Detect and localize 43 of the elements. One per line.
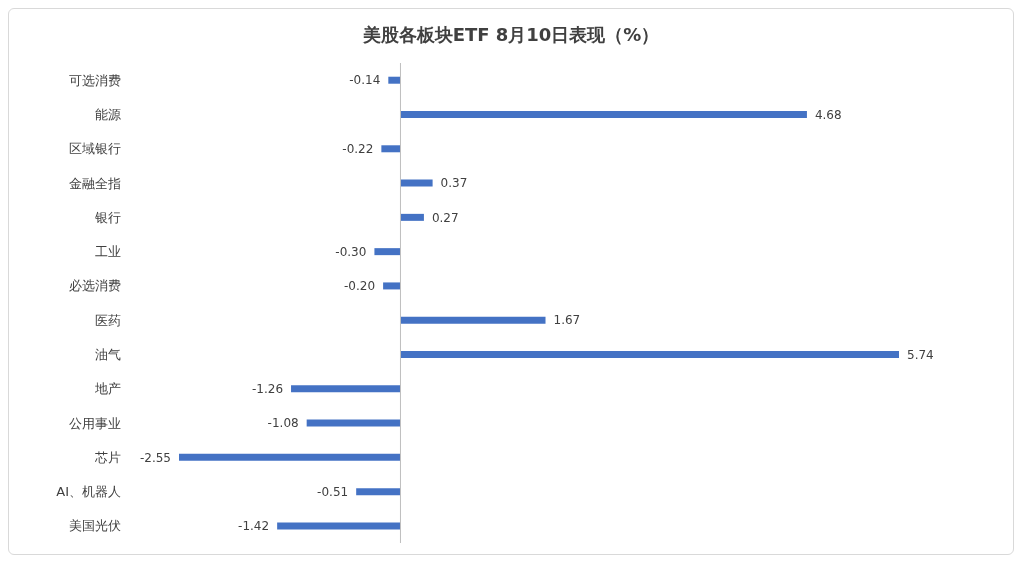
y-tick-label: 银行 [94,209,121,225]
data-label: 0.37 [440,176,468,191]
bar [400,213,424,221]
data-label: -2.55 [139,450,171,465]
bar [356,488,401,496]
data-label: -1.26 [251,381,284,396]
y-tick-label: 能源 [95,107,121,123]
y-tick-label: 公用事业 [69,415,121,431]
data-label: -0.22 [342,141,374,156]
y-tick-label: 芯片 [94,449,121,465]
y-tick-label: 美国光伏 [69,518,121,534]
y-tick-label: 地产 [94,381,121,397]
bar [291,385,401,393]
y-tick-label: 必选消费 [69,278,121,294]
data-label: 0.27 [431,210,459,225]
bar [381,145,401,153]
chart-title: 美股各板块ETF 8月10日表现（%） [361,23,661,47]
y-tick-label: AI、机器人 [56,484,121,500]
bar [400,351,899,358]
y-tick-label: 油气 [95,347,121,363]
bar [374,248,401,256]
y-tick-label: 区域银行 [69,141,121,157]
bar [400,179,433,187]
bar [306,419,401,427]
data-label: -1.42 [238,519,270,534]
bar [400,111,807,118]
y-tick-label: 金融全指 [69,175,121,191]
data-label: 5.74 [907,347,934,362]
bar [383,282,401,290]
bar [388,76,401,84]
data-label: 4.68 [814,107,842,122]
y-tick-label: 医药 [95,312,121,328]
data-label: 1.67 [553,313,581,328]
data-label: -0.51 [317,484,349,499]
data-label: -0.30 [335,244,367,259]
data-label: -0.14 [349,73,381,88]
data-label: -0.20 [344,279,376,294]
data-label: -1.08 [267,416,299,431]
y-tick-label: 可选消费 [69,72,121,88]
y-tick-label: 工业 [95,244,121,260]
bar [179,453,401,461]
bar [400,316,546,324]
bar [277,522,401,530]
